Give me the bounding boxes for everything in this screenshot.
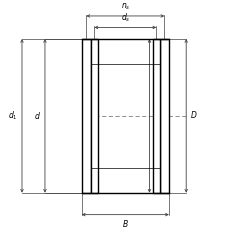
Bar — [159, 39, 168, 193]
Text: D: D — [190, 111, 195, 120]
Text: $n_s$: $n_s$ — [120, 1, 130, 12]
Bar — [90, 39, 97, 193]
Bar — [152, 39, 159, 193]
Bar — [81, 39, 90, 193]
Text: $d_1$: $d_1$ — [8, 110, 18, 122]
Text: $d_s$: $d_s$ — [120, 11, 130, 24]
Text: B: B — [122, 220, 127, 229]
Text: E: E — [153, 111, 158, 120]
Text: r: r — [91, 40, 94, 49]
Text: $d$: $d$ — [34, 110, 41, 121]
